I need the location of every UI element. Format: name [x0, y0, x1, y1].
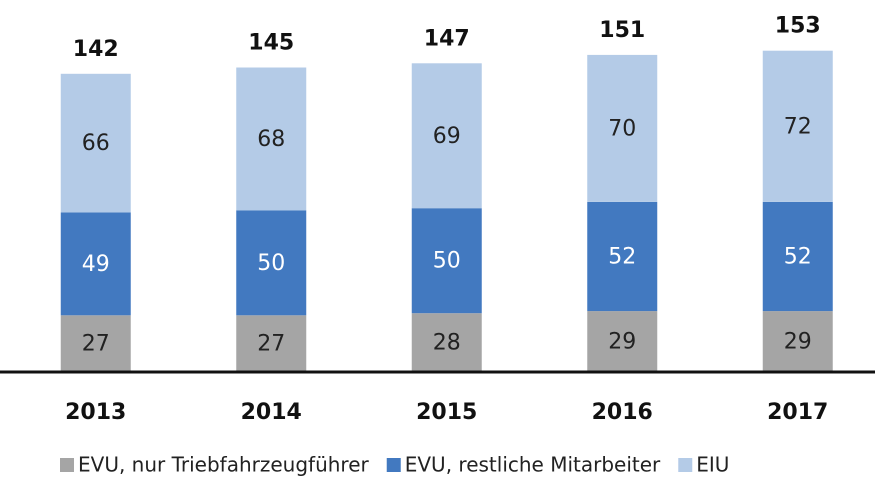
x-tick-label: 2016 [592, 400, 653, 425]
bar-segment [60, 73, 131, 213]
legend-swatch [678, 458, 693, 472]
bar-segment [762, 50, 833, 202]
x-tick-label: 2013 [65, 400, 126, 425]
segment-label: 49 [82, 252, 110, 277]
segment-label: 66 [82, 131, 110, 156]
segment-label: 27 [257, 332, 285, 357]
legend-label: EVU, restliche Mitarbeiter [405, 453, 661, 477]
segment-label: 50 [433, 249, 461, 274]
segment-label: 29 [608, 330, 636, 355]
bar-segment [587, 311, 658, 372]
legend-label: EIU [696, 453, 729, 477]
bar-segment [411, 63, 482, 209]
total-label: 147 [424, 26, 470, 51]
segment-label: 27 [82, 332, 110, 357]
legend-swatch [60, 458, 74, 472]
bar-segment [236, 315, 307, 372]
total-label: 145 [248, 31, 294, 56]
total-label: 151 [599, 18, 645, 43]
total-label: 153 [775, 14, 821, 39]
x-tick-label: 2017 [767, 400, 828, 425]
bar-segment [762, 311, 833, 372]
legend-label: EVU, nur Triebfahrzeugführer [78, 453, 370, 477]
segment-label: 70 [608, 116, 636, 141]
segment-label: 28 [433, 331, 461, 356]
x-tick-label: 2015 [416, 400, 477, 425]
segment-label: 68 [257, 127, 285, 152]
bar-segment [60, 315, 131, 372]
bar-segment [587, 201, 658, 312]
bar-segment [236, 67, 307, 211]
bar-segment [411, 313, 482, 372]
bar-segment [762, 201, 833, 312]
segment-label: 29 [784, 330, 812, 355]
segment-label: 69 [433, 124, 461, 149]
total-label: 142 [73, 37, 119, 62]
bar-segment [60, 212, 131, 316]
segment-label: 52 [608, 245, 636, 270]
bar-segment [236, 210, 307, 316]
x-tick-label: 2014 [241, 400, 302, 425]
bar-segment [587, 54, 658, 202]
legend-swatch [386, 458, 401, 472]
segment-label: 72 [784, 114, 812, 139]
bar-segment [411, 208, 482, 314]
segment-label: 50 [257, 251, 285, 276]
segment-label: 52 [784, 245, 812, 270]
